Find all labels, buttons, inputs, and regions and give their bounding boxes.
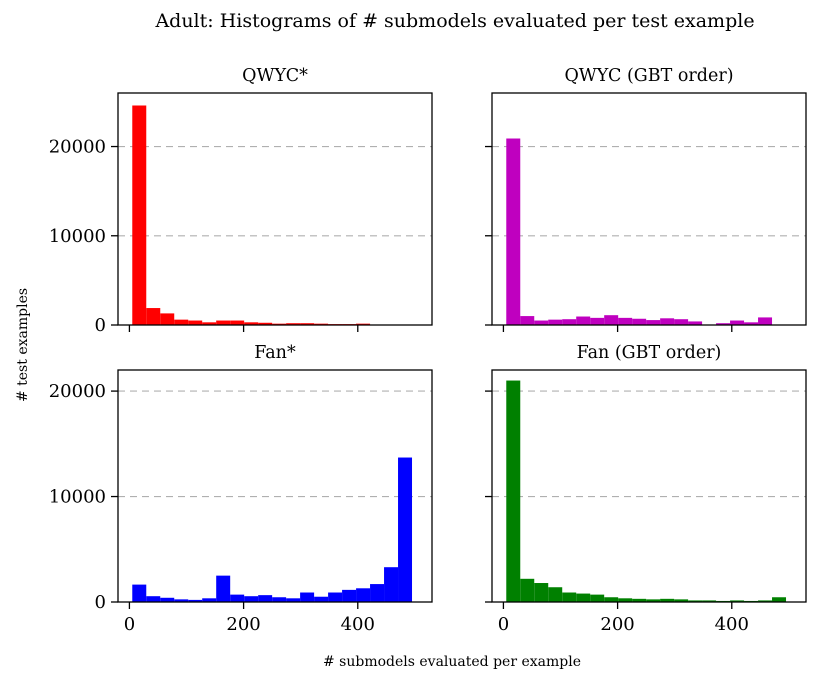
y-tick-label: 10000 bbox=[49, 226, 106, 247]
histogram-bar bbox=[674, 599, 689, 602]
histogram-bar bbox=[132, 105, 147, 325]
histogram-bar bbox=[758, 317, 773, 325]
axes-frame bbox=[491, 92, 807, 326]
figure-xlabel: # submodels evaluated per example bbox=[323, 654, 581, 670]
histogram-bar bbox=[688, 600, 703, 602]
histogram-panel: QWYC* 0 10000 20000 bbox=[49, 66, 433, 336]
histogram-bar bbox=[548, 319, 563, 325]
histogram-bar bbox=[202, 598, 217, 602]
panel-title: QWYC (GBT order) bbox=[564, 66, 733, 86]
histogram-panel: Fan* 0 200 400 0 10000 20000 bbox=[49, 343, 433, 635]
histogram-bar bbox=[272, 323, 287, 325]
histogram-bar bbox=[398, 457, 413, 602]
histogram-bar bbox=[646, 320, 661, 325]
histogram-bar bbox=[618, 317, 633, 325]
histogram-bar bbox=[618, 598, 633, 602]
histogram-bar bbox=[562, 319, 577, 325]
histogram-bar bbox=[272, 597, 287, 602]
axes-frame bbox=[117, 369, 433, 603]
x-tick-label: 200 bbox=[226, 614, 260, 635]
histogram-bar bbox=[216, 320, 231, 325]
histogram-bar bbox=[188, 320, 203, 325]
histogram-bar bbox=[590, 317, 605, 325]
histogram-bar bbox=[632, 318, 647, 325]
histogram-bar bbox=[604, 597, 619, 602]
panel-title: QWYC* bbox=[242, 66, 308, 86]
histogram-bar bbox=[244, 596, 259, 602]
x-tick-label: 400 bbox=[341, 614, 375, 635]
histogram-bar bbox=[590, 594, 605, 602]
histogram-bar bbox=[506, 138, 521, 325]
histogram-bar bbox=[548, 587, 563, 602]
histogram-bar bbox=[188, 599, 203, 602]
histogram-bar bbox=[314, 596, 329, 602]
y-tick-label: 0 bbox=[95, 315, 106, 336]
histogram-bar bbox=[202, 322, 217, 325]
histogram-bar bbox=[384, 567, 399, 602]
histogram-bar bbox=[604, 315, 619, 325]
histogram-bar bbox=[216, 575, 231, 602]
histogram-bar bbox=[356, 588, 371, 602]
histogram-bar bbox=[716, 323, 731, 325]
panel-title: Fan* bbox=[254, 343, 296, 363]
histogram-bar bbox=[758, 600, 773, 602]
histogram-bar bbox=[534, 583, 549, 602]
histogram-bar bbox=[160, 313, 175, 325]
histogram-bar bbox=[300, 592, 315, 602]
histogram-panel: QWYC (GBT order) bbox=[485, 66, 807, 332]
histogram-bar bbox=[506, 380, 521, 602]
histogram-bar bbox=[244, 322, 259, 325]
histogram-bar bbox=[286, 598, 301, 602]
histogram-bar bbox=[660, 318, 675, 325]
figure-suptitle: Adult: Histograms of # submodels evaluat… bbox=[154, 10, 754, 32]
x-tick-label: 0 bbox=[124, 614, 135, 635]
y-tick-label: 0 bbox=[95, 592, 106, 613]
axes-frame bbox=[117, 92, 433, 326]
histogram-bar bbox=[300, 323, 315, 325]
histogram-bar bbox=[576, 593, 591, 602]
histogram-bar bbox=[674, 319, 689, 325]
histogram-bar bbox=[160, 597, 175, 602]
histogram-bar bbox=[146, 596, 161, 602]
histogram-bar bbox=[520, 578, 535, 602]
histogram-bar bbox=[744, 322, 759, 325]
histogram-bar bbox=[370, 584, 385, 602]
histogram-bar bbox=[132, 584, 147, 602]
histogram-bar bbox=[660, 598, 675, 602]
histogram-bar bbox=[230, 594, 245, 602]
histogram-bar bbox=[174, 319, 189, 325]
histogram-bar bbox=[286, 323, 301, 325]
histogram-bar bbox=[646, 599, 661, 602]
x-tick-label: 0 bbox=[498, 614, 509, 635]
figure-ylabel: # test examples bbox=[15, 288, 31, 402]
histogram-panel: Fan (GBT order) 0 200 400 bbox=[485, 343, 807, 635]
histogram-bar bbox=[562, 592, 577, 602]
histogram-bar bbox=[258, 595, 273, 602]
histogram-bar bbox=[730, 320, 745, 325]
histogram-bar bbox=[520, 316, 535, 325]
x-tick-label: 200 bbox=[600, 614, 634, 635]
histogram-bar bbox=[356, 323, 371, 325]
panel-title: Fan (GBT order) bbox=[577, 343, 722, 363]
histogram-bar bbox=[342, 589, 357, 602]
y-tick-label: 20000 bbox=[49, 137, 106, 158]
y-tick-label: 10000 bbox=[49, 487, 106, 508]
histogram-bar bbox=[688, 321, 703, 325]
histogram-bar bbox=[258, 322, 273, 325]
y-tick-label: 20000 bbox=[49, 381, 106, 402]
histogram-bar bbox=[328, 592, 343, 602]
histogram-bar bbox=[230, 320, 245, 325]
histogram-bar bbox=[702, 600, 717, 602]
histogram-bar bbox=[174, 599, 189, 602]
histogram-bar bbox=[314, 323, 329, 325]
axes-frame bbox=[491, 369, 807, 603]
x-tick-label: 400 bbox=[715, 614, 749, 635]
histogram-bar bbox=[772, 597, 787, 602]
histogram-bar bbox=[632, 598, 647, 602]
histogram-bar bbox=[576, 316, 591, 325]
histogram-bar bbox=[146, 308, 161, 325]
histogram-bar bbox=[730, 600, 745, 602]
histogram-bar bbox=[534, 320, 549, 325]
